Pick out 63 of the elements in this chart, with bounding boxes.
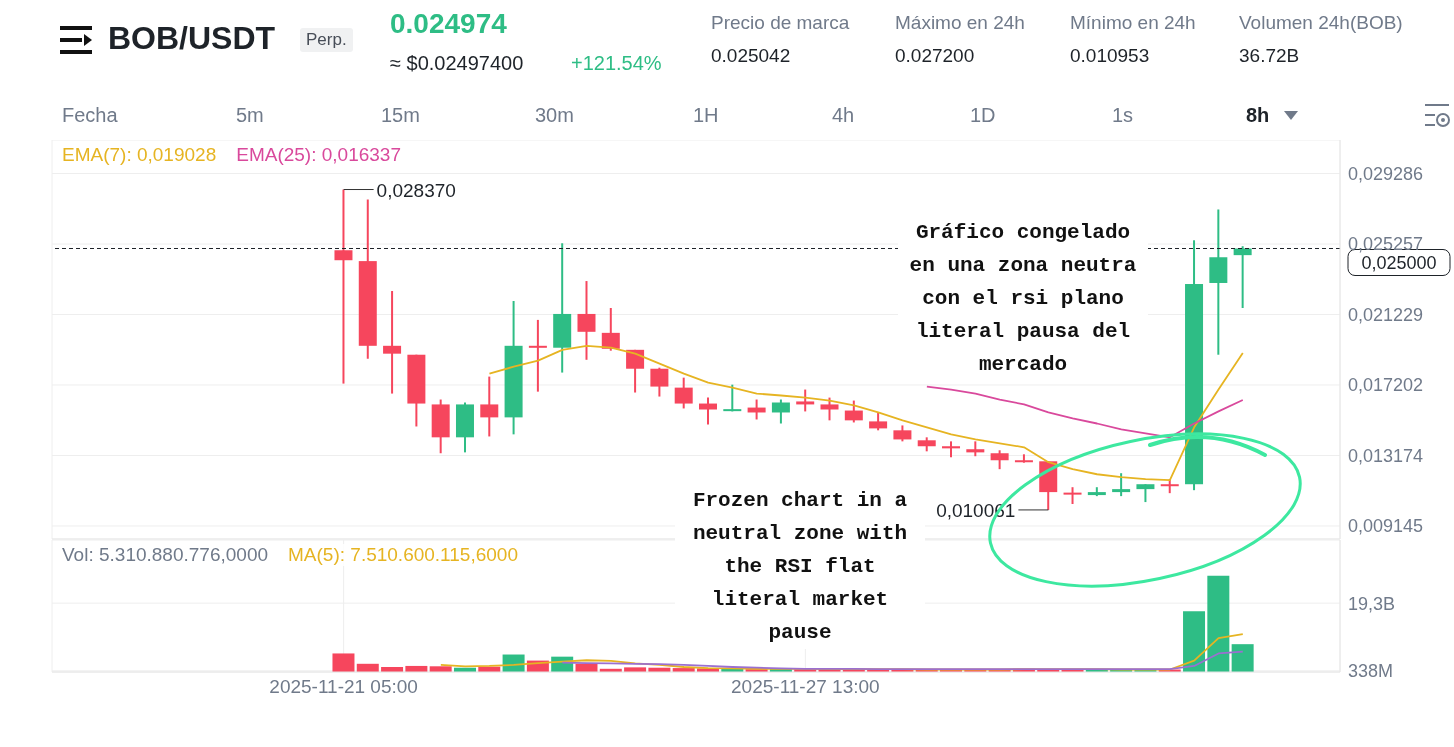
text: Perp. (300, 28, 353, 52)
y-tick-label: 338M (1348, 661, 1394, 682)
x-tick-label: 2025-11-27 13:00 (731, 676, 880, 698)
text: 15m (381, 104, 420, 127)
text: 4h (832, 104, 855, 127)
y-tick-label: 0,013174 (1348, 445, 1424, 466)
candlestick (650, 366, 669, 398)
text: 0.025042 (711, 45, 791, 67)
candlestick (990, 449, 1009, 471)
annotation: Frozen chart in a neutral zone with the RSI flat literal market pause (675, 484, 925, 649)
line-series (561, 650, 1244, 671)
chart-title: BOB/USDT (108, 20, 276, 57)
candlestick (723, 383, 742, 413)
text: 1H (693, 104, 719, 127)
candlestick (528, 318, 547, 393)
candlestick (699, 396, 717, 426)
text: Mínimo en 24h (1070, 12, 1196, 34)
text: 1s (1112, 104, 1134, 127)
candlestick (844, 399, 863, 424)
candlestick (601, 307, 620, 352)
candlestick (796, 388, 815, 413)
y-tick-label: 0,017202 (1348, 375, 1424, 396)
x-tick-label: 2025-11-21 05:00 (269, 676, 418, 698)
text: 0.024974 (390, 8, 507, 40)
candlestick (1112, 472, 1131, 498)
text: MA(5): 7.510.600.115,6000 (288, 544, 518, 566)
text: Precio de marca (711, 12, 850, 34)
y-tick-label: 19,3B (1348, 593, 1396, 614)
bar (1183, 611, 1206, 672)
candlestick (771, 398, 790, 425)
candlestick (383, 290, 402, 395)
text: 8h (1246, 104, 1270, 127)
text: Volumen 24h(BOB) (1239, 12, 1403, 34)
annotation: Gráfico congelado en una zona neutra con el rsi plano literal pausa del mercado (898, 216, 1148, 381)
candlestick (577, 280, 596, 361)
annotation: 0,028370 (376, 179, 456, 201)
ref-line-label: 0,025000 (1361, 252, 1437, 273)
candlestick (334, 188, 353, 385)
text: 1D (970, 104, 996, 127)
text: 0.010953 (1070, 45, 1150, 67)
text: Fecha (62, 104, 118, 127)
candlestick (674, 376, 693, 410)
line-series (925, 385, 1244, 439)
text: 0.027200 (895, 45, 975, 67)
text: +121.54% (571, 52, 662, 75)
text: 5m (236, 104, 264, 127)
candlestick (820, 396, 839, 422)
text: EMA(7): 0,019028 (62, 144, 217, 166)
bar (332, 653, 355, 672)
annotation: Vol: 5.310.880.776,0000 (62, 544, 269, 566)
y-tick-label: 0,009145 (1348, 516, 1424, 537)
bar (1207, 575, 1230, 672)
candlestick (626, 348, 645, 394)
text: Máximo en 24h (895, 12, 1025, 34)
y-tick-label: 0,029286 (1348, 163, 1424, 184)
y-tick-label: 0,021229 (1348, 304, 1424, 325)
bar (1231, 644, 1254, 672)
text: 30m (535, 104, 574, 127)
text: ≈ $0.02497400 (390, 52, 524, 75)
candlestick (1233, 245, 1252, 309)
text: EMA(25): 0,016337 (236, 144, 401, 166)
text: 36.72B (1239, 45, 1300, 67)
candlestick (480, 375, 499, 438)
